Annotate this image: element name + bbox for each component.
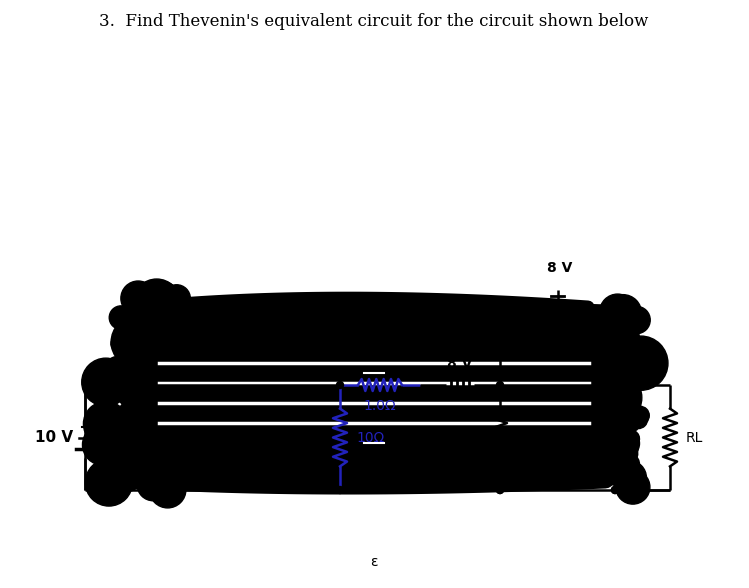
Circle shape bbox=[121, 281, 156, 316]
Circle shape bbox=[610, 401, 625, 417]
Circle shape bbox=[497, 382, 503, 389]
Circle shape bbox=[109, 306, 133, 329]
Text: 10Ω: 10Ω bbox=[356, 430, 384, 445]
Circle shape bbox=[563, 462, 581, 479]
Circle shape bbox=[611, 486, 619, 493]
Circle shape bbox=[613, 336, 668, 390]
Circle shape bbox=[107, 359, 139, 392]
Circle shape bbox=[579, 436, 607, 464]
Circle shape bbox=[336, 382, 344, 389]
Circle shape bbox=[112, 445, 151, 483]
Circle shape bbox=[143, 329, 172, 359]
Circle shape bbox=[612, 460, 646, 495]
Circle shape bbox=[142, 397, 192, 447]
Circle shape bbox=[632, 314, 648, 330]
Circle shape bbox=[497, 486, 503, 493]
Circle shape bbox=[569, 306, 621, 358]
Circle shape bbox=[600, 294, 636, 330]
Circle shape bbox=[118, 471, 139, 491]
Text: 3.  Find Thevenin's equivalent circuit for the circuit shown below: 3. Find Thevenin's equivalent circuit fo… bbox=[100, 13, 649, 30]
Circle shape bbox=[83, 402, 128, 446]
Circle shape bbox=[149, 472, 186, 508]
Text: 8 Ω: 8 Ω bbox=[516, 430, 540, 445]
Circle shape bbox=[554, 325, 591, 363]
Circle shape bbox=[163, 285, 190, 312]
Circle shape bbox=[582, 407, 615, 440]
Circle shape bbox=[594, 380, 623, 410]
Circle shape bbox=[611, 382, 619, 389]
Circle shape bbox=[164, 322, 182, 339]
Circle shape bbox=[497, 486, 503, 493]
Circle shape bbox=[629, 410, 648, 429]
Circle shape bbox=[159, 334, 198, 374]
Circle shape bbox=[130, 328, 177, 375]
Circle shape bbox=[586, 370, 642, 426]
Text: ε: ε bbox=[370, 555, 377, 569]
Text: 8 Ω: 8 Ω bbox=[545, 302, 569, 316]
Circle shape bbox=[150, 282, 178, 310]
Circle shape bbox=[610, 429, 640, 458]
Circle shape bbox=[158, 347, 184, 372]
Circle shape bbox=[111, 316, 163, 368]
Circle shape bbox=[604, 295, 642, 332]
Circle shape bbox=[145, 322, 192, 370]
Circle shape bbox=[598, 420, 616, 439]
Circle shape bbox=[85, 459, 133, 506]
Circle shape bbox=[589, 313, 640, 363]
Circle shape bbox=[631, 406, 649, 425]
Text: 8 V: 8 V bbox=[547, 261, 572, 275]
Circle shape bbox=[113, 362, 155, 404]
Text: RL: RL bbox=[686, 430, 703, 445]
Circle shape bbox=[336, 486, 344, 493]
Circle shape bbox=[568, 354, 610, 396]
Circle shape bbox=[580, 312, 628, 360]
Circle shape bbox=[599, 397, 616, 415]
Circle shape bbox=[146, 446, 191, 491]
Text: 1.0Ω: 1.0Ω bbox=[364, 399, 396, 413]
Circle shape bbox=[613, 303, 639, 328]
Circle shape bbox=[82, 425, 124, 465]
Circle shape bbox=[567, 435, 605, 473]
Circle shape bbox=[82, 358, 130, 406]
Text: 8 V: 8 V bbox=[447, 357, 473, 371]
Circle shape bbox=[623, 306, 650, 333]
Circle shape bbox=[133, 279, 181, 326]
Circle shape bbox=[137, 469, 169, 501]
Circle shape bbox=[154, 386, 201, 434]
Circle shape bbox=[611, 486, 619, 493]
Circle shape bbox=[616, 470, 650, 504]
Text: 10 V: 10 V bbox=[35, 430, 73, 445]
